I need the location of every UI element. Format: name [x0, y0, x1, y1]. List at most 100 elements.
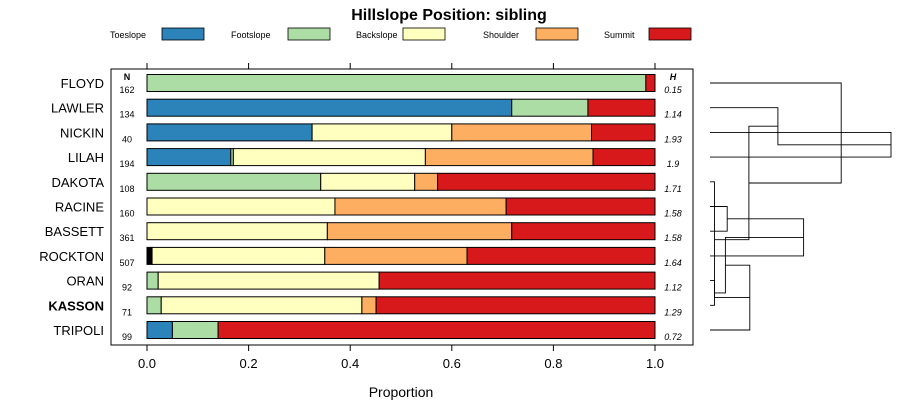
- row-label-racine: RACINE: [55, 200, 104, 215]
- bar-segment-kasson-shoulder: [361, 296, 377, 315]
- bar-segment-oran-backslope: [157, 271, 380, 290]
- bar-segment-dakota-summit: [437, 172, 656, 191]
- bar-segment-kasson-summit: [375, 296, 656, 315]
- n-value-racine: 160: [119, 209, 134, 219]
- x-tick-label-0-2: 0.2: [240, 356, 258, 371]
- bar-segment-oran-summit: [378, 271, 656, 290]
- bar-segment-racine-summit: [505, 197, 656, 216]
- bar-segment-lawler-footslope: [511, 98, 589, 117]
- bar-segment-oran-footslope: [146, 271, 159, 290]
- bar-segment-dakota-footslope: [146, 172, 322, 191]
- h-value-dakota: 1.71: [664, 184, 682, 194]
- h-value-oran: 1.12: [664, 283, 682, 293]
- n-value-rockton: 507: [119, 258, 134, 268]
- bar-segment-tripoli-footslope: [171, 321, 219, 339]
- dendrogram-branch: [710, 280, 715, 306]
- row-label-nickin: NICKIN: [60, 125, 104, 140]
- row-label-floyd: FLOYD: [61, 76, 104, 91]
- bar-segment-nickin-toeslope: [146, 123, 313, 142]
- bar-segment-floyd-summit: [645, 74, 656, 92]
- h-value-nickin: 1.93: [664, 134, 682, 144]
- bar-rows: FLOYD 162 0.15 LAWLER 134 1.14 NICKIN 40 1.93 LIL…: [39, 74, 683, 342]
- plot-frame: [110, 68, 694, 346]
- row-label-oran: ORAN: [66, 274, 104, 289]
- legend-label-backslope: Backslope: [356, 30, 398, 40]
- h-value-bassett: 1.58: [664, 233, 682, 243]
- dendrogram-branch: [710, 82, 842, 184]
- bar-segment-rockton-other: [146, 246, 153, 265]
- bar-segment-nickin-summit: [591, 123, 656, 142]
- bar-segment-racine-backslope: [146, 197, 336, 216]
- row-label-dakota: DAKOTA: [52, 175, 105, 190]
- h-value-lilah: 1.9: [667, 159, 680, 169]
- n-value-tripoli: 99: [122, 332, 132, 342]
- h-value-floyd: 0.15: [664, 85, 683, 95]
- n-value-oran: 92: [122, 283, 132, 293]
- bar-segment-bassett-backslope: [146, 222, 328, 241]
- dendrogram-branch: [710, 206, 728, 232]
- bar-segment-tripoli-summit: [217, 321, 656, 339]
- x-tick-label-1-0: 1.0: [646, 356, 664, 371]
- legend-swatch-toeslope: [161, 27, 205, 41]
- h-column-header: H: [670, 72, 677, 82]
- h-value-racine: 1.58: [664, 209, 682, 219]
- legend-swatch-summit: [648, 27, 692, 41]
- row-label-bassett: BASSETT: [45, 224, 104, 239]
- legend-swatch-shoulder: [535, 27, 579, 41]
- bar-segment-lilah-summit: [592, 148, 656, 167]
- n-value-lilah: 194: [119, 159, 134, 169]
- legend-label-toeslope: Toeslope: [110, 30, 146, 40]
- n-value-nickin: 40: [122, 134, 132, 144]
- bar-segment-lilah-backslope: [232, 148, 426, 167]
- x-tick-label-0-4: 0.4: [341, 356, 359, 371]
- legend-label-shoulder: Shoulder: [483, 30, 519, 40]
- bar-segment-lawler-summit: [587, 98, 656, 117]
- legend-label-summit: Summit: [604, 30, 635, 40]
- legend-swatch-backslope: [402, 27, 446, 41]
- row-label-kasson: KASSON: [48, 298, 104, 313]
- row-label-lawler: LAWLER: [51, 101, 104, 116]
- chart-title: Hillslope Position: sibling: [351, 7, 547, 24]
- bar-segment-nickin-shoulder: [451, 123, 592, 142]
- bar-segment-rockton-shoulder: [324, 246, 468, 265]
- bar-segment-lilah-toeslope: [146, 148, 232, 167]
- bar-segment-racine-shoulder: [334, 197, 507, 216]
- bar-segment-kasson-backslope: [160, 296, 363, 315]
- bar-segment-kasson-footslope: [146, 296, 162, 315]
- n-value-bassett: 361: [119, 233, 134, 243]
- bar-segment-lawler-toeslope: [146, 98, 513, 117]
- x-tick-label-0-0: 0.0: [138, 356, 156, 371]
- n-column-header: N: [124, 72, 131, 82]
- x-tick-label-0-8: 0.8: [544, 356, 562, 371]
- bar-segment-dakota-shoulder: [414, 172, 439, 191]
- dendrogram-branch: [710, 107, 891, 146]
- bar-segment-bassett-shoulder: [326, 222, 513, 241]
- h-value-kasson: 1.29: [664, 307, 682, 317]
- n-value-floyd: 162: [119, 85, 134, 95]
- row-label-tripoli: TRIPOLI: [53, 323, 104, 338]
- bar-segment-rockton-backslope: [151, 246, 326, 265]
- legend-label-footslope: Footslope: [231, 30, 271, 40]
- n-value-lawler: 134: [119, 110, 134, 120]
- x-axis-label: Proportion: [369, 384, 434, 400]
- row-label-lilah: LILAH: [68, 150, 104, 165]
- legend: Toeslope Footslope Backslope Shoulder Summit: [110, 27, 692, 41]
- h-value-tripoli: 0.72: [664, 332, 682, 342]
- h-value-rockton: 1.64: [664, 258, 682, 268]
- bar-segment-lilah-shoulder: [424, 148, 594, 167]
- bar-segment-rockton-summit: [466, 246, 656, 265]
- n-value-dakota: 108: [119, 184, 134, 194]
- n-value-kasson: 71: [122, 307, 132, 317]
- bar-segment-floyd-footslope: [146, 74, 647, 92]
- x-tick-label-0-6: 0.6: [443, 356, 461, 371]
- legend-swatch-footslope: [287, 27, 331, 41]
- h-value-lawler: 1.14: [664, 110, 682, 120]
- x-axis: 0.0 0.2 0.4 0.6 0.8 1.0: [138, 63, 664, 371]
- bar-segment-nickin-backslope: [311, 123, 453, 142]
- bar-segment-tripoli-toeslope: [146, 321, 173, 339]
- bar-segment-dakota-backslope: [320, 172, 416, 191]
- dendrogram: [710, 82, 892, 331]
- bar-segment-bassett-summit: [511, 222, 656, 241]
- row-label-rockton: ROCKTON: [39, 249, 104, 264]
